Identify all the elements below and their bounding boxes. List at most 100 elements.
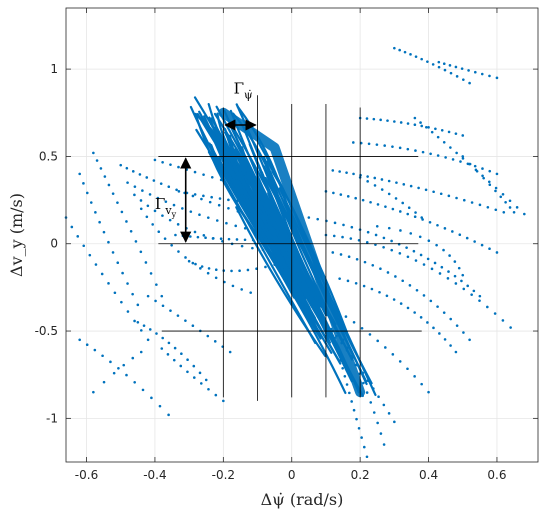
data-point [365, 391, 369, 394]
data-point [426, 257, 430, 261]
x-axis-label: Δψ̇ (rad/s) [261, 490, 344, 509]
data-point [225, 221, 228, 225]
data-point [355, 417, 358, 421]
data-point [453, 260, 457, 263]
data-point [508, 199, 512, 203]
data-point [186, 358, 189, 362]
data-point [422, 263, 426, 266]
data-point [438, 332, 441, 335]
data-point [468, 338, 471, 342]
data-point [379, 267, 382, 271]
data-point [191, 324, 195, 328]
data-point [161, 336, 165, 340]
data-point [184, 256, 187, 259]
data-point [494, 189, 497, 193]
data-point [365, 241, 369, 244]
data-point [194, 262, 197, 266]
data-point [454, 132, 458, 135]
data-point [382, 403, 386, 407]
data-point [486, 305, 489, 309]
data-point [482, 176, 485, 180]
data-point [111, 192, 115, 195]
data-point [448, 254, 451, 257]
data-point [386, 271, 390, 274]
data-point [451, 230, 454, 233]
data-point [409, 184, 413, 188]
data-point [169, 309, 172, 312]
data-point [238, 269, 241, 272]
data-point [383, 144, 386, 147]
data-point [449, 146, 452, 149]
data-point [473, 164, 477, 168]
data-point [98, 220, 101, 224]
data-point [227, 237, 231, 241]
data-point [177, 190, 181, 193]
data-point [352, 141, 355, 144]
x-tick-label: -0.4 [143, 468, 166, 482]
data-point [422, 294, 426, 297]
data-point [131, 292, 134, 296]
data-point [95, 159, 99, 162]
data-point [488, 74, 491, 78]
data-point [170, 243, 173, 247]
data-point [154, 299, 157, 303]
data-point [103, 175, 107, 178]
data-point [380, 188, 384, 191]
data-point [333, 221, 337, 225]
data-point [398, 48, 401, 52]
data-point [393, 420, 396, 424]
data-point [494, 186, 498, 190]
data-point [193, 170, 197, 174]
data-point [200, 265, 204, 268]
data-point [76, 235, 80, 238]
data-point [435, 243, 438, 247]
data-point [442, 140, 446, 144]
data-point [390, 239, 393, 243]
data-point [89, 201, 93, 204]
data-point [148, 193, 152, 196]
x-tick-label: 0.2 [351, 468, 370, 482]
data-point [420, 57, 423, 61]
data-point [372, 117, 376, 121]
data-point [432, 326, 435, 330]
data-point [455, 75, 459, 78]
data-point [398, 210, 402, 213]
data-point [235, 238, 239, 241]
data-point [102, 230, 106, 234]
data-point [222, 269, 226, 272]
data-point [409, 232, 413, 235]
data-point [419, 121, 422, 124]
data-point [230, 269, 233, 273]
data-point [447, 270, 450, 273]
data-point [402, 183, 406, 186]
data-point [436, 223, 439, 227]
data-point [425, 126, 428, 129]
data-point [373, 176, 377, 180]
data-point [168, 218, 172, 222]
data-point [426, 60, 429, 63]
data-point [384, 205, 387, 208]
data-point [346, 195, 350, 198]
data-point [461, 155, 465, 158]
data-point [85, 343, 89, 347]
data-point [418, 235, 422, 239]
data-point [382, 236, 386, 240]
x-tick-label: 0.4 [419, 468, 438, 482]
data-point [160, 347, 164, 350]
data-point [139, 329, 143, 332]
ticks: -0.6 -0.4 -0.2 0 0.2 0.4 0.6 -1 -0.5 0 0.5 1 [35, 8, 538, 482]
data-point [414, 259, 418, 262]
data-point [357, 426, 361, 430]
data-point [210, 195, 213, 199]
data-point [78, 338, 81, 342]
data-point [348, 391, 351, 395]
data-point [387, 226, 391, 230]
data-point [419, 253, 423, 257]
data-point [509, 326, 512, 329]
data-point [413, 123, 417, 127]
data-point [249, 291, 252, 294]
data-point [468, 81, 471, 85]
x-tick-label: 0 [288, 468, 296, 482]
data-point [449, 71, 453, 75]
data-point [443, 227, 447, 230]
